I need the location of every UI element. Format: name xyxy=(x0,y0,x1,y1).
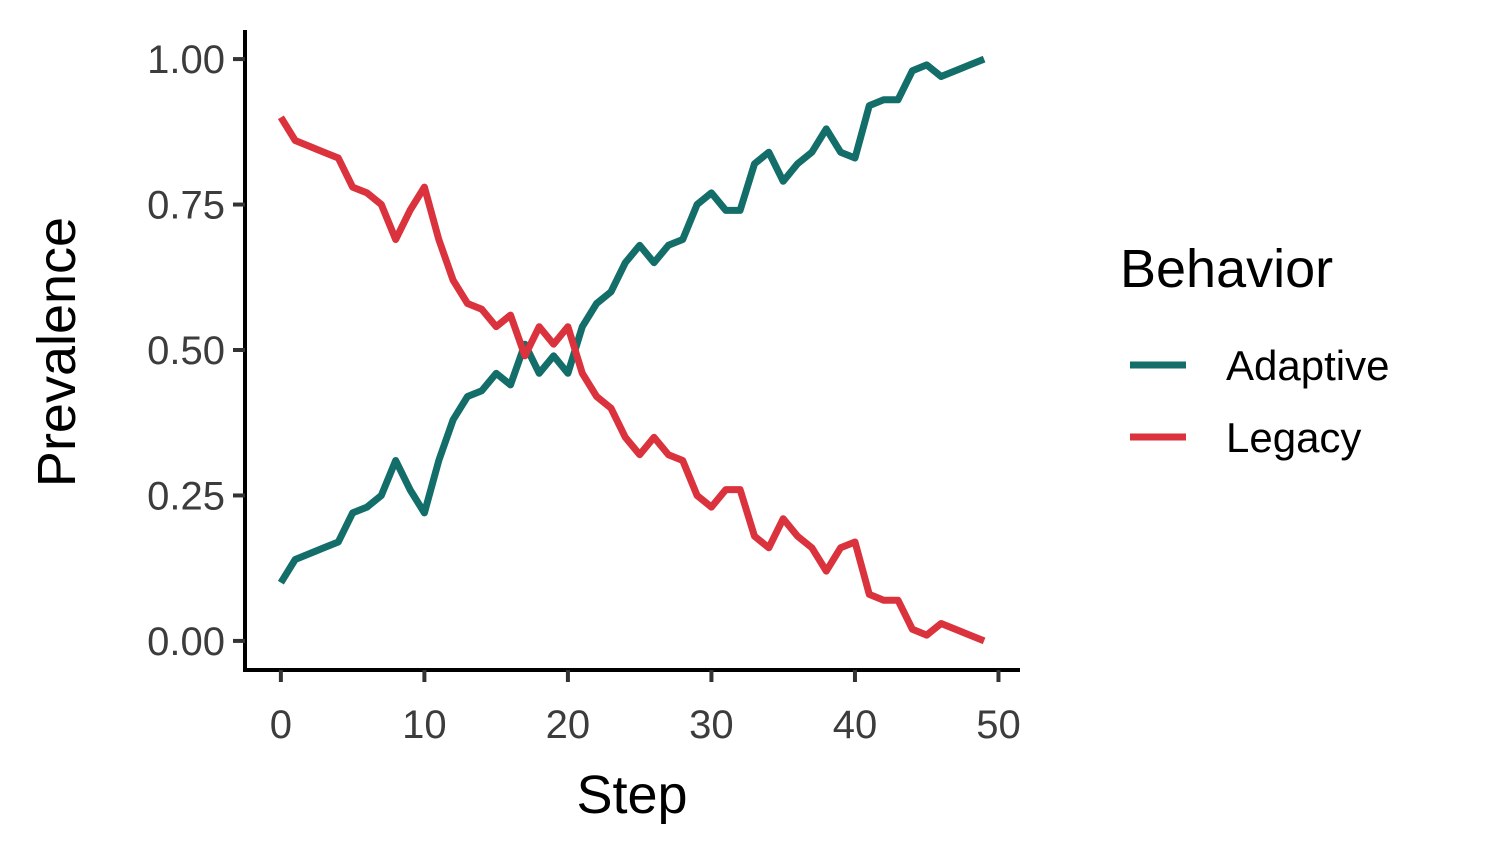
series-line-legacy xyxy=(277,115,986,645)
x-tick-label: 20 xyxy=(546,703,591,747)
series-layer xyxy=(277,55,986,645)
legend-title: Behavior xyxy=(1120,239,1333,299)
y-tick-label: 0.50 xyxy=(147,329,225,373)
y-axis-title: Prevalence xyxy=(27,217,87,487)
axes-layer: 0.00 0.25 0.50 0.75 1.00 0 10 20 30 40 50 xyxy=(147,30,1021,747)
x-tick-label: 50 xyxy=(976,703,1021,747)
x-tick-label: 30 xyxy=(689,703,734,747)
y-tick-label: 0.75 xyxy=(147,184,225,228)
y-tick-label: 0.25 xyxy=(147,474,225,518)
legend: Behavior Adaptive Legacy xyxy=(1120,239,1389,461)
x-axis-title: Step xyxy=(576,765,687,825)
x-tick-label: 40 xyxy=(833,703,878,747)
legend-label-adaptive: Adaptive xyxy=(1226,342,1389,389)
y-tick-label: 0.00 xyxy=(147,620,225,664)
y-tick-label: 1.00 xyxy=(147,38,225,82)
series-line-adaptive xyxy=(277,55,986,585)
x-tick-label: 10 xyxy=(402,703,447,747)
legend-label-legacy: Legacy xyxy=(1226,414,1361,461)
x-tick-label: 0 xyxy=(270,703,292,747)
